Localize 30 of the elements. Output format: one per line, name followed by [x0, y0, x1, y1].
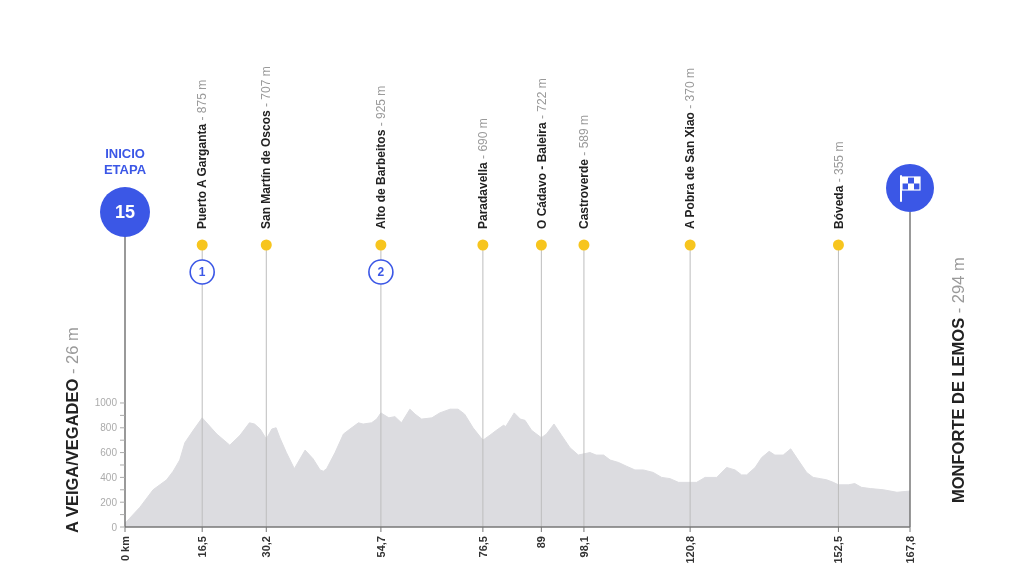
ref-line-label: Paradavella - 690 m — [476, 118, 491, 229]
y-tick-label: 0 — [111, 521, 118, 533]
ref-line-label: Puerto A Garganta - 875 m — [195, 79, 210, 229]
x-tick-label: 0 km — [118, 535, 131, 562]
x-tick-label: 16,5 — [196, 536, 209, 558]
x-tick-label: 152,5 — [832, 536, 845, 564]
x-tick-label: 30,2 — [260, 536, 273, 558]
text: A VEIGA/VEGADEO - 26 m — [62, 327, 81, 533]
ref-line-label: O Cádavo - Baleira - 722 m — [534, 78, 549, 229]
annotation: 1 — [198, 265, 206, 280]
y-tick-label: 200 — [100, 496, 118, 508]
y-tick-label: 600 — [100, 447, 118, 459]
x-tick-label: 120,8 — [683, 536, 696, 564]
x-tick-label: 98,1 — [577, 536, 590, 558]
y-tick-label: 1000 — [94, 397, 118, 409]
ref-line-label: A Pobra de San Xiao - 370 m — [683, 68, 698, 229]
y-tick-label: 800 — [100, 422, 118, 434]
ref-line-label: MONFORTE DE LEMOS - 294 m — [948, 257, 967, 503]
x-tick-label: 76,5 — [476, 536, 489, 558]
text: INICIO ETAPA — [103, 146, 147, 178]
x-tick-label: 89 — [535, 536, 548, 549]
ref-line-label: San Martín de Oscos - 707 m — [259, 66, 274, 229]
annotation: 2 — [377, 265, 385, 280]
x-tick-label: 54,7 — [374, 536, 387, 558]
annotation: 15 — [114, 202, 136, 223]
y-tick-label: 400 — [100, 471, 118, 483]
ref-line-label: Alto de Barbeitos - 925 m — [374, 85, 389, 229]
x-tick-label: 167,8 — [903, 536, 916, 564]
ref-line-label: Castroverde - 589 m — [577, 114, 592, 229]
ref-line-label: Bóveda - 355 m — [831, 141, 846, 229]
